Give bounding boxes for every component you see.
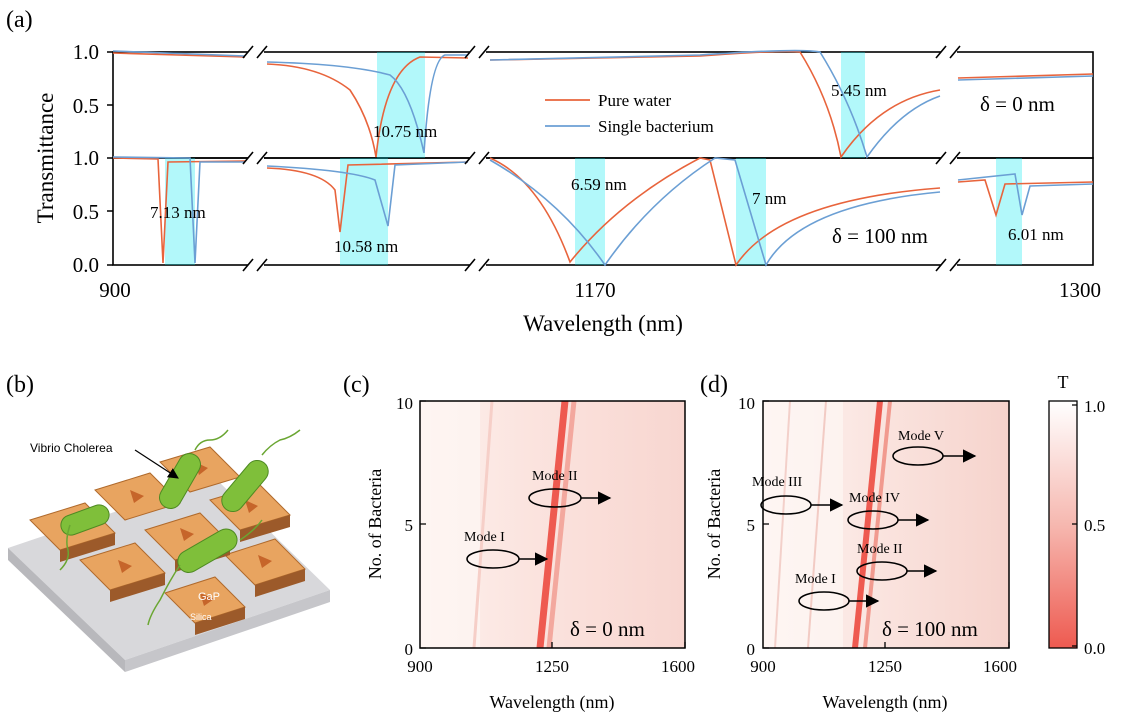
d-mode-iv: Mode IV xyxy=(849,491,900,506)
legend-pure-water: Pure water xyxy=(598,91,672,110)
d-ytick-5: 5 xyxy=(747,516,756,535)
d-xtick-900: 900 xyxy=(750,657,776,676)
panel-label-b: (b) xyxy=(6,372,34,398)
label-vibrio-cholerea: Vibrio Cholerea xyxy=(30,441,113,455)
pure-water-bottom-curve-2 xyxy=(266,161,469,233)
curves-bottom xyxy=(112,156,1094,268)
c-xlabel: Wavelength (nm) xyxy=(489,692,614,713)
ytick-bottom-05: 0.5 xyxy=(73,200,99,224)
d-ylabel: No. of Bacteria xyxy=(704,469,724,579)
d-mode-i: Mode I xyxy=(795,572,836,587)
pure-water-top-curve-2 xyxy=(266,56,469,158)
shift-label-top-1: 10.75 nm xyxy=(373,122,437,141)
c-ylabel: No. of Bacteria xyxy=(365,469,385,579)
pure-water-bottom-curve-1 xyxy=(112,157,246,264)
colorbar xyxy=(1048,400,1078,649)
c-mode-ii: Mode II xyxy=(532,469,578,484)
panel-a-yticks xyxy=(107,51,113,266)
panel-a-xlabel: Wavelength (nm) xyxy=(523,311,683,336)
d-mode-arrows xyxy=(760,446,977,611)
heatmap-c-ticks xyxy=(420,400,686,649)
xtick-900: 900 xyxy=(99,278,131,302)
d-ytick-0: 0 xyxy=(747,640,756,659)
heatmap-c xyxy=(419,400,686,649)
shift-label-bottom-4: 7 nm xyxy=(752,189,786,208)
c-mode-i: Mode I xyxy=(464,530,505,545)
axis-breaks xyxy=(242,45,961,275)
panel-label-a: (a) xyxy=(6,7,33,33)
c-ytick-0: 0 xyxy=(405,640,414,659)
label-silica: Silica xyxy=(190,612,212,622)
ytick-top-05: 0.5 xyxy=(73,94,99,118)
delta-label-top: δ = 0 nm xyxy=(980,92,1055,116)
pure-water-top-curve-1 xyxy=(112,52,246,58)
d-xtick-1600: 1600 xyxy=(983,657,1017,676)
xtick-1170: 1170 xyxy=(574,278,615,302)
bacterium-bottom-curve-2 xyxy=(266,161,469,227)
d-mode-iii: Mode III xyxy=(752,475,802,490)
colorbar-tick-0: 0.0 xyxy=(1084,639,1105,658)
pure-water-top-curve-4 xyxy=(957,73,1094,79)
bacterium-bottom-curve-1 xyxy=(112,156,245,264)
panel-label-c: (c) xyxy=(343,372,370,398)
shift-label-bottom-2: 10.58 nm xyxy=(334,237,398,256)
c-ytick-5: 5 xyxy=(405,516,414,535)
delta-label-bottom: δ = 100 nm xyxy=(832,224,928,248)
heatmap-d-ticks xyxy=(763,400,1010,649)
label-gap: GaP xyxy=(198,591,220,603)
d-mode-ii: Mode II xyxy=(857,542,903,557)
panel-label-d: (d) xyxy=(700,372,728,398)
c-mode-arrows xyxy=(466,488,612,569)
panel-a-ylabel: Transmittance xyxy=(33,93,58,224)
d-delta-label: δ = 100 nm xyxy=(882,617,978,641)
c-delta-label: δ = 0 nm xyxy=(570,617,645,641)
bacterium-bottom-curve-3 xyxy=(489,157,941,268)
xtick-1300: 1300 xyxy=(1059,278,1101,302)
ytick-bottom-0: 0.0 xyxy=(73,253,99,277)
ytick-bottom-1: 1.0 xyxy=(73,146,99,170)
c-xtick-1600: 1600 xyxy=(661,657,695,676)
c-xtick-1250: 1250 xyxy=(535,657,569,676)
pure-water-top-curve-3 xyxy=(489,50,941,160)
metasurface-schematic xyxy=(8,429,330,672)
c-xtick-900: 900 xyxy=(407,657,433,676)
colorbar-tick-05: 0.5 xyxy=(1084,516,1105,535)
bacterium-top-curve-1 xyxy=(112,50,246,57)
panel-a-legend xyxy=(545,99,590,127)
d-ytick-10: 10 xyxy=(738,394,755,413)
d-mode-v: Mode V xyxy=(898,429,944,444)
bacterium-top-curve-4 xyxy=(957,75,1094,81)
shift-label-bottom-5: 6.01 nm xyxy=(1008,225,1064,244)
pure-water-bottom-curve-4 xyxy=(957,179,1094,218)
bacterium-top-curve-2 xyxy=(266,54,468,154)
bacterium-top-curve-3 xyxy=(489,49,941,159)
shift-label-bottom-1: 7.13 nm xyxy=(150,203,206,222)
legend-single-bacterium: Single bacterium xyxy=(598,117,714,136)
heatmap-d xyxy=(762,400,1010,649)
shift-label-top-2: 5.45 nm xyxy=(831,81,887,100)
d-xtick-1250: 1250 xyxy=(868,657,902,676)
colorbar-tick-1: 1.0 xyxy=(1084,397,1105,416)
pure-water-bottom-curve-3 xyxy=(489,157,941,267)
shift-label-bottom-3: 6.59 nm xyxy=(571,175,627,194)
curves-top xyxy=(112,49,1094,160)
ytick-top-1: 1.0 xyxy=(73,40,99,64)
d-xlabel: Wavelength (nm) xyxy=(822,692,947,713)
c-ytick-10: 10 xyxy=(396,394,413,413)
bacterium-bottom-curve-4 xyxy=(957,173,1094,216)
colorbar-title: T xyxy=(1058,372,1069,392)
